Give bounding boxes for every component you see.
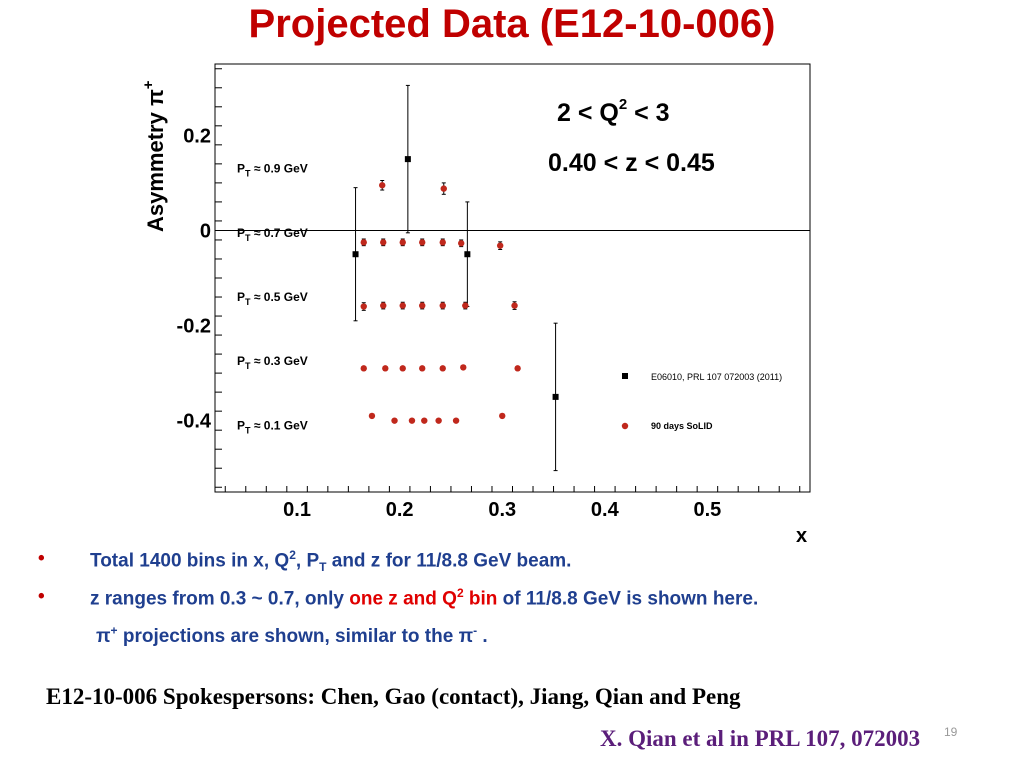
solid-point [408, 417, 416, 424]
solid-point [419, 365, 426, 372]
solid-point [439, 365, 446, 372]
legend-entry-solid: 90 days SoLID [651, 421, 713, 431]
solid-point [460, 364, 467, 371]
asymmetry-plot: 0.1 0.2 0.3 0.4 0.5 0.2 0 -0.2 -0.4 PT ≈ 0.9 GeV… [140, 63, 811, 547]
solid-point [419, 239, 426, 246]
x-tick-label: 0.3 [488, 499, 516, 521]
legend-circle-marker [621, 422, 629, 430]
bullet-text: Total 1400 bins in x, Q2, PT and z for 1… [90, 548, 572, 575]
x-tick-label: 0.1 [283, 499, 311, 521]
solid-point [435, 417, 442, 424]
solid-point [496, 242, 504, 249]
solid-point [380, 302, 387, 309]
y-tick-label: 0 [200, 220, 211, 242]
spokespersons-line: E12-10-006 Spokespersons: Chen, Gao (con… [46, 684, 741, 709]
y-tick-label: -0.4 [177, 411, 212, 433]
y-tick-label: 0.2 [183, 125, 211, 147]
legend-square-marker [622, 373, 628, 379]
solid-point [462, 302, 469, 309]
solid-point [391, 417, 398, 424]
bullet-marker: • [38, 586, 45, 607]
x-tick-label: 0.5 [694, 499, 722, 521]
y-tick-label: -0.2 [177, 316, 211, 338]
solid-point [399, 302, 406, 309]
bullet-text: π+ projections are shown, similar to the… [96, 624, 488, 648]
pt-label: PT ≈ 0.3 GeV [237, 354, 308, 371]
legend-entry-e06010: E06010, PRL 107 072003 (2011) [651, 372, 782, 382]
solid-point [360, 365, 367, 372]
slide-title: Projected Data (E12-10-006) [248, 2, 776, 46]
solid-point [458, 240, 465, 247]
axis-ticks [215, 68, 801, 492]
solid-point [421, 417, 428, 424]
pt-labels: PT ≈ 0.9 GeV PT ≈ 0.7 GeV PT ≈ 0.5 GeV PT ≈… [237, 162, 308, 436]
e06010-point [464, 251, 471, 258]
page-number: 19 [944, 725, 958, 739]
solid-point [380, 239, 387, 246]
solid-point [379, 182, 386, 189]
solid-point [511, 302, 518, 309]
q2-range-annotation: 2 < Q2 < 3 [557, 96, 670, 127]
bullet-text: z ranges from 0.3 ~ 0.7, only one z and … [90, 586, 759, 610]
pt-label: PT ≈ 0.5 GeV [237, 290, 308, 307]
solid-point [514, 365, 521, 372]
solid-point [399, 365, 406, 372]
solid-point [499, 412, 506, 420]
solid-point [399, 239, 406, 246]
y-axis-label: Asymmetry π+ [140, 80, 168, 232]
solid-point [360, 303, 367, 310]
pt-label: PT ≈ 0.7 GeV [237, 226, 308, 243]
solid-point [440, 185, 447, 192]
data-markers [352, 84, 559, 472]
tick-labels: 0.1 0.2 0.3 0.4 0.5 0.2 0 -0.2 -0.4 [177, 125, 722, 521]
e06010-point [352, 251, 359, 258]
legend: E06010, PRL 107 072003 (2011) 90 days So… [621, 372, 782, 431]
bullet-continuation: π+ projections are shown, similar to the… [96, 624, 488, 648]
pt-label: PT ≈ 0.1 GeV [237, 418, 308, 435]
z-range-annotation: 0.40 < z < 0.45 [548, 149, 715, 177]
solid-point [360, 239, 367, 246]
x-axis-label: x [796, 525, 807, 547]
e06010-point [404, 156, 411, 163]
solid-point [439, 239, 446, 246]
solid-point [382, 365, 389, 372]
x-tick-label: 0.2 [386, 499, 414, 521]
solid-point [439, 302, 446, 309]
x-tick-label: 0.4 [591, 499, 620, 521]
solid-point [368, 412, 376, 420]
bullet-marker: • [38, 548, 45, 569]
solid-point [452, 417, 460, 424]
e06010-point [552, 393, 559, 400]
reference-line: X. Qian et al in PRL 107, 072003 [600, 726, 921, 751]
solid-point [419, 302, 426, 309]
pt-label: PT ≈ 0.9 GeV [237, 162, 308, 179]
